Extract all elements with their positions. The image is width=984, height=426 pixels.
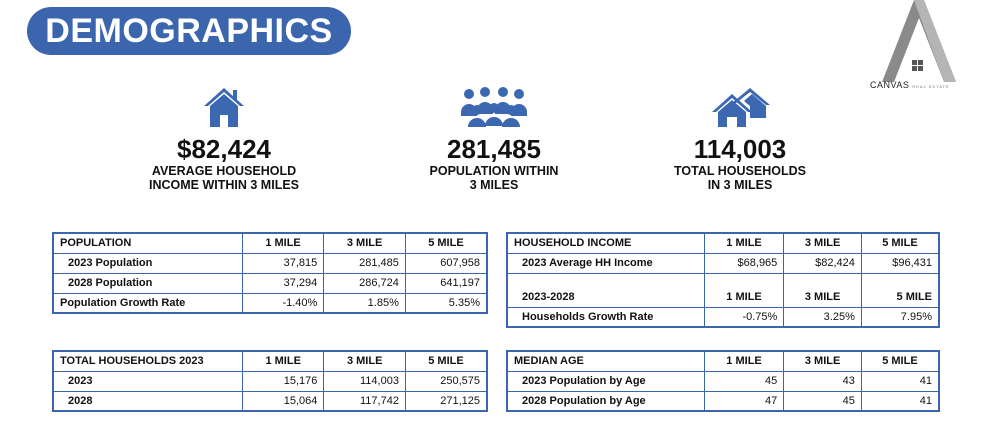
table-subheader: 2023-2028 <box>506 272 705 308</box>
table-cell: $96,431 <box>860 252 940 274</box>
table-cell: 47 <box>703 390 785 412</box>
table-cell: 281,485 <box>323 252 406 274</box>
table-subheader: 1 MILE <box>703 272 785 308</box>
table-cell: 641,197 <box>404 272 488 294</box>
table-cell: $82,424 <box>783 252 862 274</box>
table-row: Households Growth Rate -0.75% 3.25% 7.95… <box>506 306 940 328</box>
table-cell: 607,958 <box>404 252 488 274</box>
stat-label-line1: POPULATION WITHIN <box>429 164 559 178</box>
table-header: 3 MILE <box>323 350 406 372</box>
table-cell: 286,724 <box>323 272 406 294</box>
logo-brand: CANVAS <box>870 80 910 90</box>
table-cell: $68,965 <box>703 252 785 274</box>
table-cell: 41 <box>860 390 940 412</box>
table-header: 5 MILE <box>860 350 940 372</box>
stat-value: $82,424 <box>177 134 271 164</box>
table-cell: 3.25% <box>783 306 862 328</box>
row-label: 2023 Average HH Income <box>506 252 705 274</box>
table-cell: 114,003 <box>323 370 406 392</box>
stat-avg-household-income: $82,424 AVERAGE HOUSEHOLD INCOME WITHIN … <box>124 86 324 192</box>
table-cell: 15,176 <box>241 370 325 392</box>
row-label: 2023 Population <box>52 252 243 274</box>
stat-label-line2: INCOME WITHIN 3 MILES <box>149 178 299 192</box>
table-header: TOTAL HOUSEHOLDS 2023 <box>52 350 243 372</box>
table-header-row: MEDIAN AGE 1 MILE 3 MILE 5 MILE <box>506 350 940 372</box>
table-row: 2023 Average HH Income $68,965 $82,424 $… <box>506 252 940 274</box>
stat-total-households: 114,003 TOTAL HOUSEHOLDS IN 3 MILES <box>640 86 840 192</box>
table-row: Population Growth Rate -1.40% 1.85% 5.35… <box>52 292 488 314</box>
row-label: 2028 Population by Age <box>506 390 705 412</box>
row-label: Population Growth Rate <box>52 292 243 314</box>
table-header-row: POPULATION 1 MILE 3 MILE 5 MILE <box>52 232 488 254</box>
stat-label-line2: 3 MILES <box>469 178 519 192</box>
table-cell: 37,815 <box>241 252 325 274</box>
table-header: 3 MILE <box>783 232 862 254</box>
table-cell: 7.95% <box>860 306 940 328</box>
table-cell: 15,064 <box>241 390 325 412</box>
table-cell: 250,575 <box>404 370 488 392</box>
population-table: POPULATION 1 MILE 3 MILE 5 MILE 2023 Pop… <box>52 232 488 314</box>
table-cell: 5.35% <box>404 292 488 314</box>
logo-mark-icon <box>882 0 956 82</box>
table-header-row: HOUSEHOLD INCOME 1 MILE 3 MILE 5 MILE <box>506 232 940 254</box>
table-cell: 41 <box>860 370 940 392</box>
table-cell: 45 <box>703 370 785 392</box>
table-header: POPULATION <box>52 232 243 254</box>
table-subheader: 5 MILE <box>860 272 940 308</box>
table-header: MEDIAN AGE <box>506 350 705 372</box>
row-label: 2028 <box>52 390 243 412</box>
table-cell: 117,742 <box>323 390 406 412</box>
page-title: DEMOGRAPHICS <box>45 11 333 50</box>
table-cell: 37,294 <box>241 272 325 294</box>
total-households-table: TOTAL HOUSEHOLDS 2023 1 MILE 3 MILE 5 MI… <box>52 350 488 412</box>
row-label: 2028 Population <box>52 272 243 294</box>
table-row: 2023 Population by Age 45 43 41 <box>506 370 940 392</box>
table-row: 2023 15,176 114,003 250,575 <box>52 370 488 392</box>
row-label: 2023 Population by Age <box>506 370 705 392</box>
table-header: 1 MILE <box>241 350 325 372</box>
table-header: 1 MILE <box>703 232 785 254</box>
table-cell: 45 <box>783 390 862 412</box>
canvas-logo: CANVAS REAL ESTATE <box>862 0 972 96</box>
row-label: 2023 <box>52 370 243 392</box>
table-cell: -0.75% <box>703 306 785 328</box>
page-title-banner: DEMOGRAPHICS <box>27 7 351 55</box>
table-header: HOUSEHOLD INCOME <box>506 232 705 254</box>
row-label: Households Growth Rate <box>506 306 705 328</box>
table-header: 3 MILE <box>323 232 406 254</box>
table-header: 3 MILE <box>783 350 862 372</box>
house-icon <box>124 86 324 128</box>
table-row: 2028 Population by Age 47 45 41 <box>506 390 940 412</box>
table-cell: 43 <box>783 370 862 392</box>
table-subheader-row: 2023-2028 1 MILE 3 MILE 5 MILE <box>506 272 940 308</box>
median-age-table: MEDIAN AGE 1 MILE 3 MILE 5 MILE 2023 Pop… <box>506 350 940 412</box>
logo-tagline: REAL ESTATE <box>912 84 950 89</box>
table-row: 2028 Population 37,294 286,724 641,197 <box>52 272 488 294</box>
stat-label-line1: AVERAGE HOUSEHOLD <box>151 164 297 178</box>
table-cell: -1.40% <box>241 292 325 314</box>
table-row: 2028 15,064 117,742 271,125 <box>52 390 488 412</box>
table-header-row: TOTAL HOUSEHOLDS 2023 1 MILE 3 MILE 5 MI… <box>52 350 488 372</box>
stat-population: 281,485 POPULATION WITHIN 3 MILES <box>394 86 594 192</box>
table-cell: 271,125 <box>404 390 488 412</box>
stat-value: 114,003 <box>693 134 787 164</box>
household-income-table: HOUSEHOLD INCOME 1 MILE 3 MILE 5 MILE 20… <box>506 232 940 328</box>
stat-label-line1: TOTAL HOUSEHOLDS <box>674 164 806 178</box>
table-header: 5 MILE <box>404 232 488 254</box>
stat-value: 281,485 <box>447 134 541 164</box>
table-row: 2023 Population 37,815 281,485 607,958 <box>52 252 488 274</box>
table-cell: 1.85% <box>323 292 406 314</box>
houses-icon <box>640 86 840 128</box>
table-header: 1 MILE <box>241 232 325 254</box>
table-subheader: 3 MILE <box>783 272 862 308</box>
table-header: 5 MILE <box>860 232 940 254</box>
people-group-icon <box>394 86 594 128</box>
stat-label-line2: IN 3 MILES <box>707 178 773 192</box>
table-header: 1 MILE <box>703 350 785 372</box>
table-header: 5 MILE <box>404 350 488 372</box>
